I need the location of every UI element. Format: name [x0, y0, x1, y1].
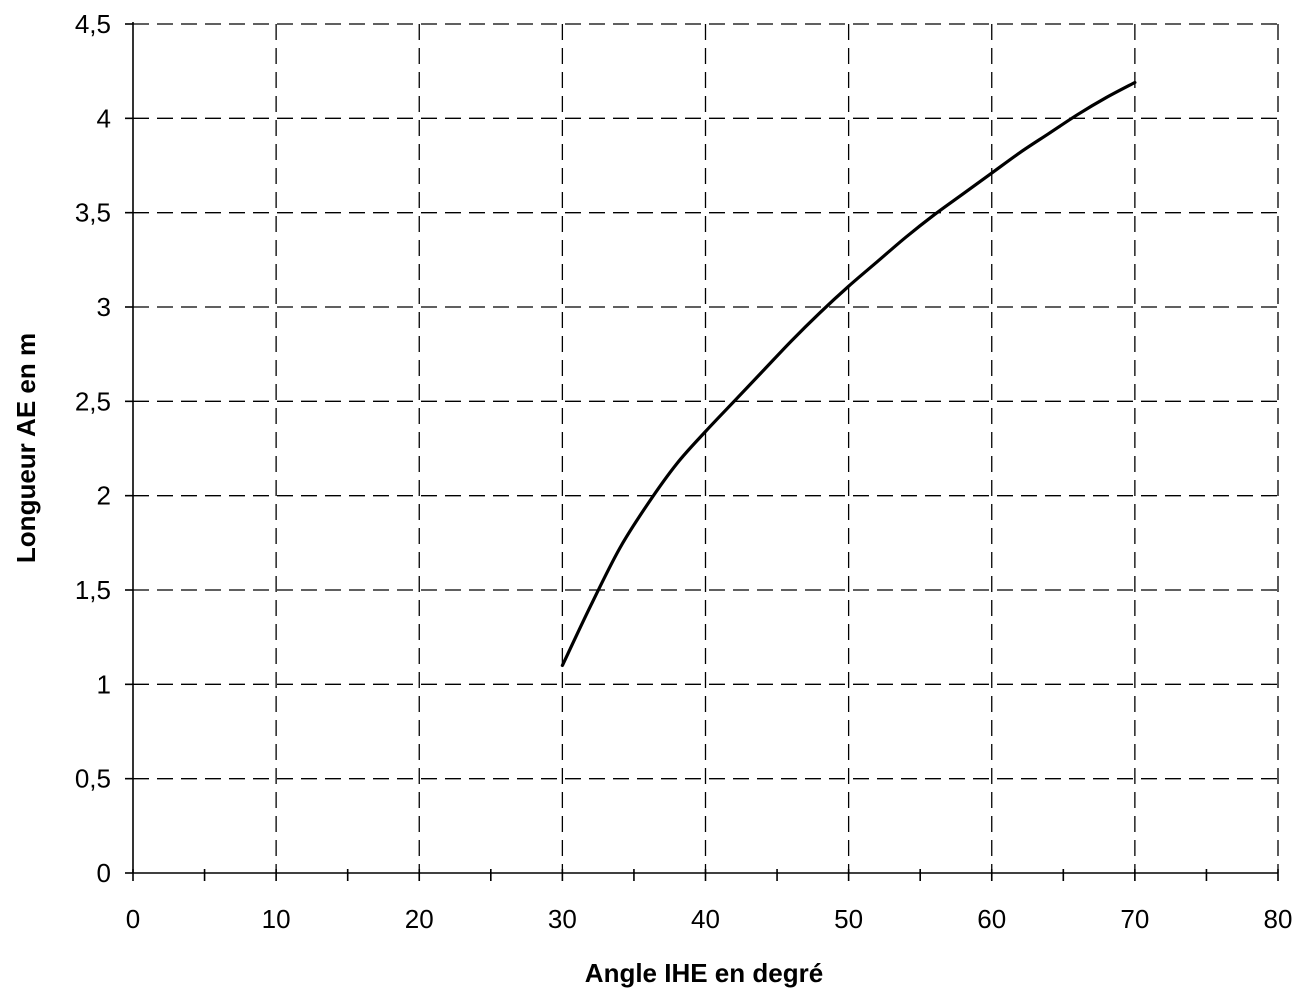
y-axis-title: Longueur AE en m [11, 333, 41, 563]
x-tick-label: 80 [1264, 904, 1293, 934]
y-tick-label: 4 [97, 103, 111, 133]
grid-lines [133, 23, 1279, 873]
y-tick-label: 3,5 [75, 198, 111, 228]
x-tick-label: 20 [405, 904, 434, 934]
tick-labels: 0 10 20 30 40 50 60 70 80 0 0,5 1 1,5 2 2,5 3 3,5 4 4,5 [75, 9, 1293, 934]
y-tick-label: 2 [97, 481, 111, 511]
x-tick-label: 30 [548, 904, 577, 934]
y-tick-label: 4,5 [75, 9, 111, 39]
x-tick-label: 60 [977, 904, 1006, 934]
series-line [560, 80, 1137, 668]
x-axis-title: Angle IHE en degré [585, 958, 823, 988]
x-tick-label: 40 [691, 904, 720, 934]
x-tick-label: 50 [834, 904, 863, 934]
y-tick-label: 3 [97, 292, 111, 322]
axes [125, 22, 1279, 881]
x-tick-label: 70 [1120, 904, 1149, 934]
y-tick-label: 0,5 [75, 764, 111, 794]
x-tick-label: 10 [262, 904, 291, 934]
y-tick-label: 1 [97, 669, 111, 699]
y-tick-label: 2,5 [75, 386, 111, 416]
y-tick-label: 1,5 [75, 575, 111, 605]
series-layer [560, 80, 1137, 668]
y-tick-label: 0 [97, 858, 111, 888]
x-tick-label: 0 [126, 904, 140, 934]
